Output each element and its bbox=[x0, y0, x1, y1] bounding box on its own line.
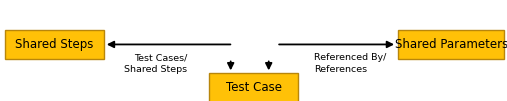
Text: Referenced By/
References: Referenced By/ References bbox=[314, 53, 387, 74]
Text: Test Cases/
Shared Steps: Test Cases/ Shared Steps bbox=[124, 53, 188, 74]
FancyBboxPatch shape bbox=[209, 73, 298, 101]
FancyBboxPatch shape bbox=[5, 30, 104, 59]
FancyBboxPatch shape bbox=[398, 30, 504, 59]
Text: Shared Parameters: Shared Parameters bbox=[394, 38, 507, 51]
Text: Test Case: Test Case bbox=[226, 81, 281, 94]
Text: Shared Steps: Shared Steps bbox=[15, 38, 93, 51]
